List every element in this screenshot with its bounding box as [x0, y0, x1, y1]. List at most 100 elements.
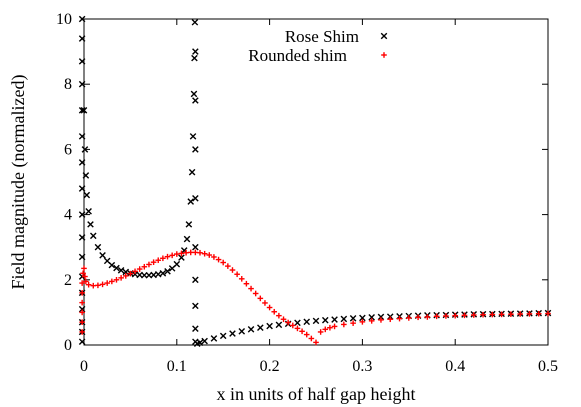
- series-rounded-shim: [79, 249, 551, 346]
- data-point: [243, 280, 250, 287]
- data-point: [206, 252, 213, 258]
- data-point: [164, 253, 171, 260]
- data-point: [79, 319, 85, 325]
- data-point: [368, 318, 375, 324]
- data-point: [87, 221, 94, 228]
- data-point: [526, 311, 533, 317]
- data-point: [173, 260, 181, 268]
- data-point: [359, 314, 366, 322]
- legend-label-rounded-shim: Rounded shim: [248, 46, 347, 65]
- legend-marker-rounded-shim: [381, 52, 387, 58]
- data-point: [257, 324, 264, 332]
- data-point: [122, 273, 129, 279]
- data-point: [266, 304, 273, 311]
- data-point: [377, 313, 385, 321]
- data-point: [285, 319, 291, 326]
- data-point: [78, 159, 86, 166]
- data-point: [225, 263, 231, 269]
- data-point: [141, 263, 148, 270]
- data-point: [294, 319, 301, 327]
- data-point: [406, 315, 412, 321]
- data-point: [387, 316, 394, 323]
- data-point: [85, 281, 92, 288]
- data-point: [331, 323, 338, 330]
- data-point: [80, 106, 88, 114]
- data-point: [78, 211, 86, 218]
- data-point: [136, 266, 143, 272]
- y-tick-label: 10: [56, 11, 72, 28]
- data-point: [220, 259, 226, 266]
- x-tick-label: 0: [80, 358, 88, 375]
- data-point: [78, 185, 86, 192]
- data-point: [104, 280, 110, 286]
- data-point: [79, 329, 85, 335]
- x-axis-label: x in units of half gap height: [217, 384, 416, 404]
- data-point: [99, 252, 106, 259]
- legend-marker-rose-shim: [380, 32, 388, 40]
- data-point: [443, 313, 449, 319]
- data-point: [192, 243, 199, 251]
- data-point: [299, 328, 305, 335]
- data-point: [433, 313, 440, 320]
- data-point: [229, 267, 236, 273]
- data-point: [313, 339, 319, 346]
- y-tick-label: 8: [64, 76, 72, 93]
- data-point: [188, 168, 196, 176]
- data-point: [187, 198, 195, 205]
- y-tick-label: 2: [64, 272, 72, 289]
- data-point: [178, 254, 185, 261]
- x-tick-label: 0.3: [352, 358, 372, 375]
- data-point: [99, 281, 106, 288]
- data-point: [89, 232, 97, 240]
- legend: Rose Shim Rounded shim: [248, 27, 388, 65]
- x-tick-labels: 0 0.1 0.2 0.3 0.4 0.5: [80, 358, 558, 375]
- data-point: [349, 314, 357, 322]
- legend-label-rose-shim: Rose Shim: [285, 27, 359, 46]
- data-point: [169, 252, 175, 259]
- data-point: [191, 18, 199, 26]
- data-point: [341, 321, 347, 328]
- data-point: [154, 270, 162, 278]
- data-point: [201, 337, 208, 345]
- data-point: [247, 326, 255, 333]
- data-point: [82, 172, 90, 179]
- data-point: [78, 234, 86, 241]
- x-tick-label: 0.1: [167, 358, 187, 375]
- data-point: [81, 146, 89, 153]
- data-point: [108, 261, 116, 269]
- data-point: [189, 133, 197, 140]
- y-axis-label: Field magnitude (normalized): [8, 75, 29, 290]
- data-point: [452, 312, 458, 319]
- data-point: [262, 300, 268, 306]
- data-point: [159, 269, 167, 277]
- data-point: [321, 316, 329, 324]
- x-tick-label: 0.4: [445, 358, 465, 375]
- data-point: [78, 15, 86, 23]
- data-point: [192, 195, 199, 202]
- data-point: [192, 302, 199, 310]
- data-point: [545, 310, 551, 317]
- data-point: [79, 280, 85, 286]
- data-point: [83, 191, 91, 199]
- data-point: [78, 253, 86, 261]
- data-point: [95, 282, 101, 289]
- data-point: [498, 311, 505, 318]
- data-point: [312, 317, 320, 325]
- data-point: [155, 257, 162, 264]
- data-point: [78, 58, 86, 65]
- plot-frame: [83, 18, 549, 346]
- data-point: [219, 332, 227, 340]
- data-point: [517, 311, 523, 317]
- data-point: [308, 335, 315, 342]
- data-point: [132, 268, 138, 275]
- x-tick-label: 0.5: [538, 358, 558, 375]
- data-point: [192, 276, 199, 284]
- data-point: [211, 254, 217, 260]
- data-point: [85, 208, 92, 215]
- data-point: [303, 318, 311, 326]
- data-point: [480, 311, 486, 318]
- data-point: [396, 315, 403, 322]
- data-point: [461, 312, 468, 319]
- y-tick-label: 6: [64, 141, 72, 158]
- data-point: [78, 338, 86, 346]
